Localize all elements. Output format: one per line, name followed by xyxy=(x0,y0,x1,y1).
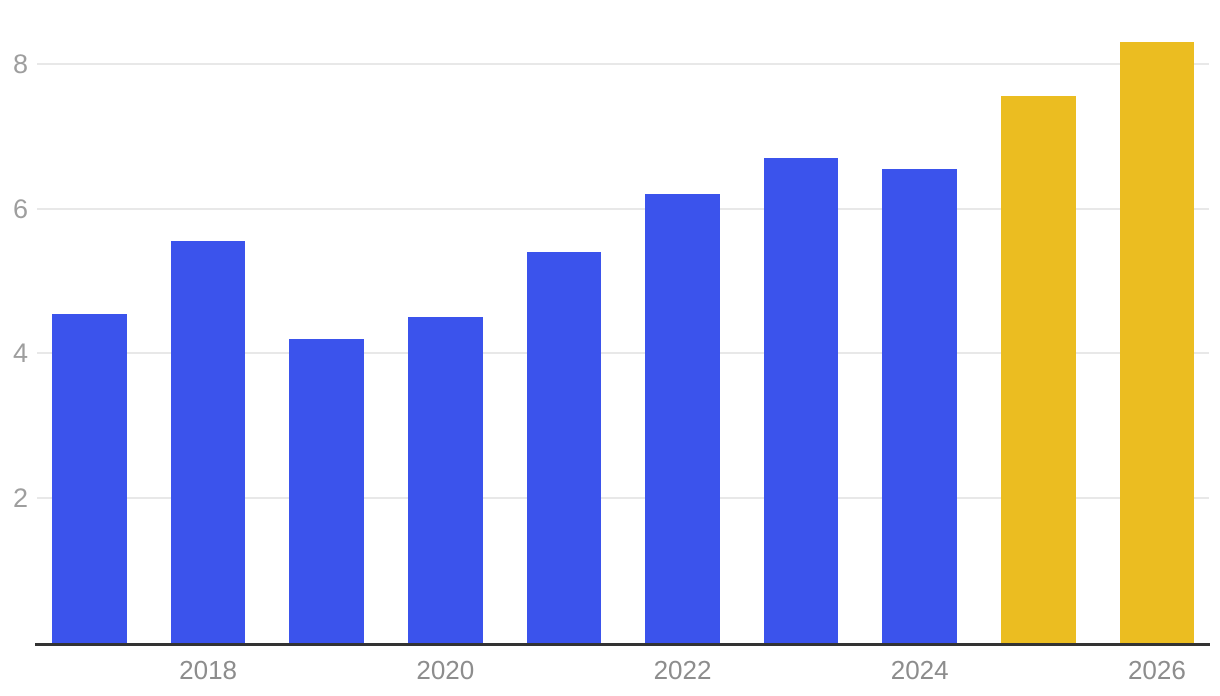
bar-2025[interactable] xyxy=(1001,96,1076,643)
x-axis-line xyxy=(35,643,1210,646)
y-tick-label-4: 4 xyxy=(12,338,28,369)
x-tick-label-2018: 2018 xyxy=(179,655,238,685)
bar-2024[interactable] xyxy=(882,168,957,643)
y-tick-label-6: 6 xyxy=(12,193,28,224)
gridline-8 xyxy=(37,62,1209,65)
bar-2018[interactable] xyxy=(170,241,246,643)
gridline-6 xyxy=(37,207,1209,210)
bar-2020[interactable] xyxy=(408,317,483,643)
x-tick-label-2026: 2026 xyxy=(1127,655,1186,685)
gridline-2 xyxy=(37,497,1209,500)
bar-2019[interactable] xyxy=(289,338,364,643)
gridline-4 xyxy=(37,352,1209,355)
x-tick-label-2024: 2024 xyxy=(890,655,949,685)
bar-2017[interactable] xyxy=(52,313,127,643)
y-tick-label-8: 8 xyxy=(12,48,28,79)
bar-2023[interactable] xyxy=(763,157,839,643)
y-tick-label-2: 2 xyxy=(12,483,28,514)
x-tick-label-2020: 2020 xyxy=(416,655,475,685)
bar-2021[interactable] xyxy=(526,252,602,643)
x-tick-label-2022: 2022 xyxy=(653,655,712,685)
bar-2026[interactable] xyxy=(1119,42,1195,643)
bar-2022[interactable] xyxy=(645,194,720,643)
